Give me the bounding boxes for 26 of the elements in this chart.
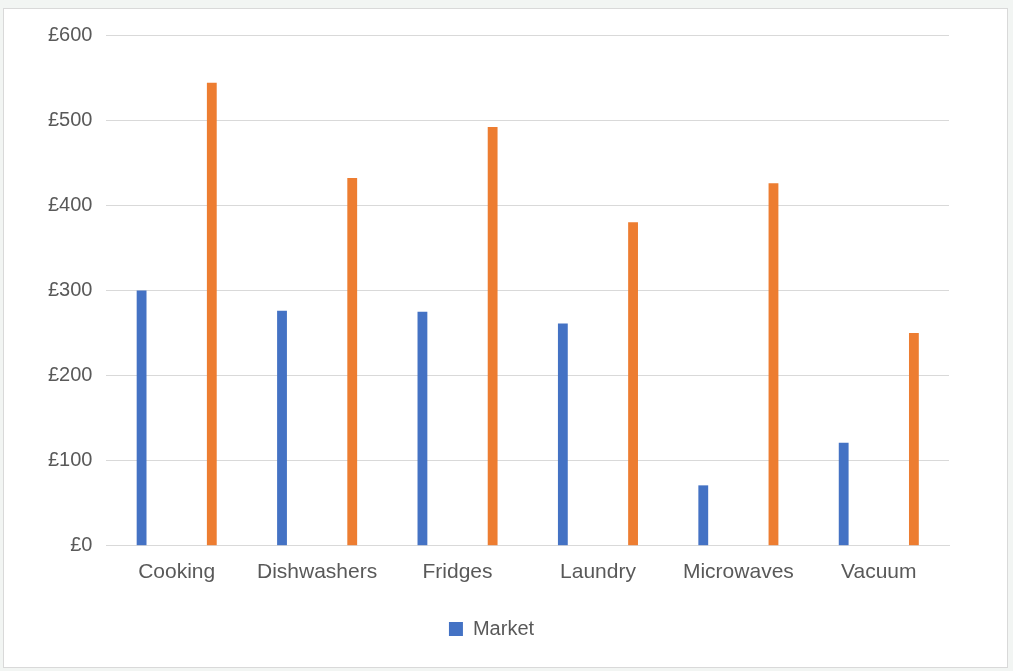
x-tick-label: Laundry [560,559,637,583]
bar [698,485,709,546]
y-tick-label: £200 [47,363,93,386]
x-tick-label: Microwaves [682,559,794,583]
y-tick-label: £400 [47,192,93,215]
bar [347,178,358,546]
x-tick-label: Fridges [422,559,493,583]
bar [136,290,147,546]
x-tick-label: Cooking [138,559,216,583]
y-tick-label: £500 [47,107,93,130]
y-tick-label: £0 [70,533,93,556]
bar [557,323,568,546]
bar [487,126,498,546]
x-tick-label: Vacuum [841,559,917,583]
y-tick-label: £100 [47,448,93,471]
bar [768,183,779,546]
bar [628,222,638,546]
legend-label: Market [472,616,535,639]
bar [206,82,217,546]
y-tick-label: £600 [47,22,93,45]
x-tick-label: Dishwashers [257,559,378,583]
bar [908,332,919,546]
bar [417,311,428,546]
bar [277,310,287,546]
bar [838,442,849,546]
y-tick-label: £300 [47,277,93,300]
